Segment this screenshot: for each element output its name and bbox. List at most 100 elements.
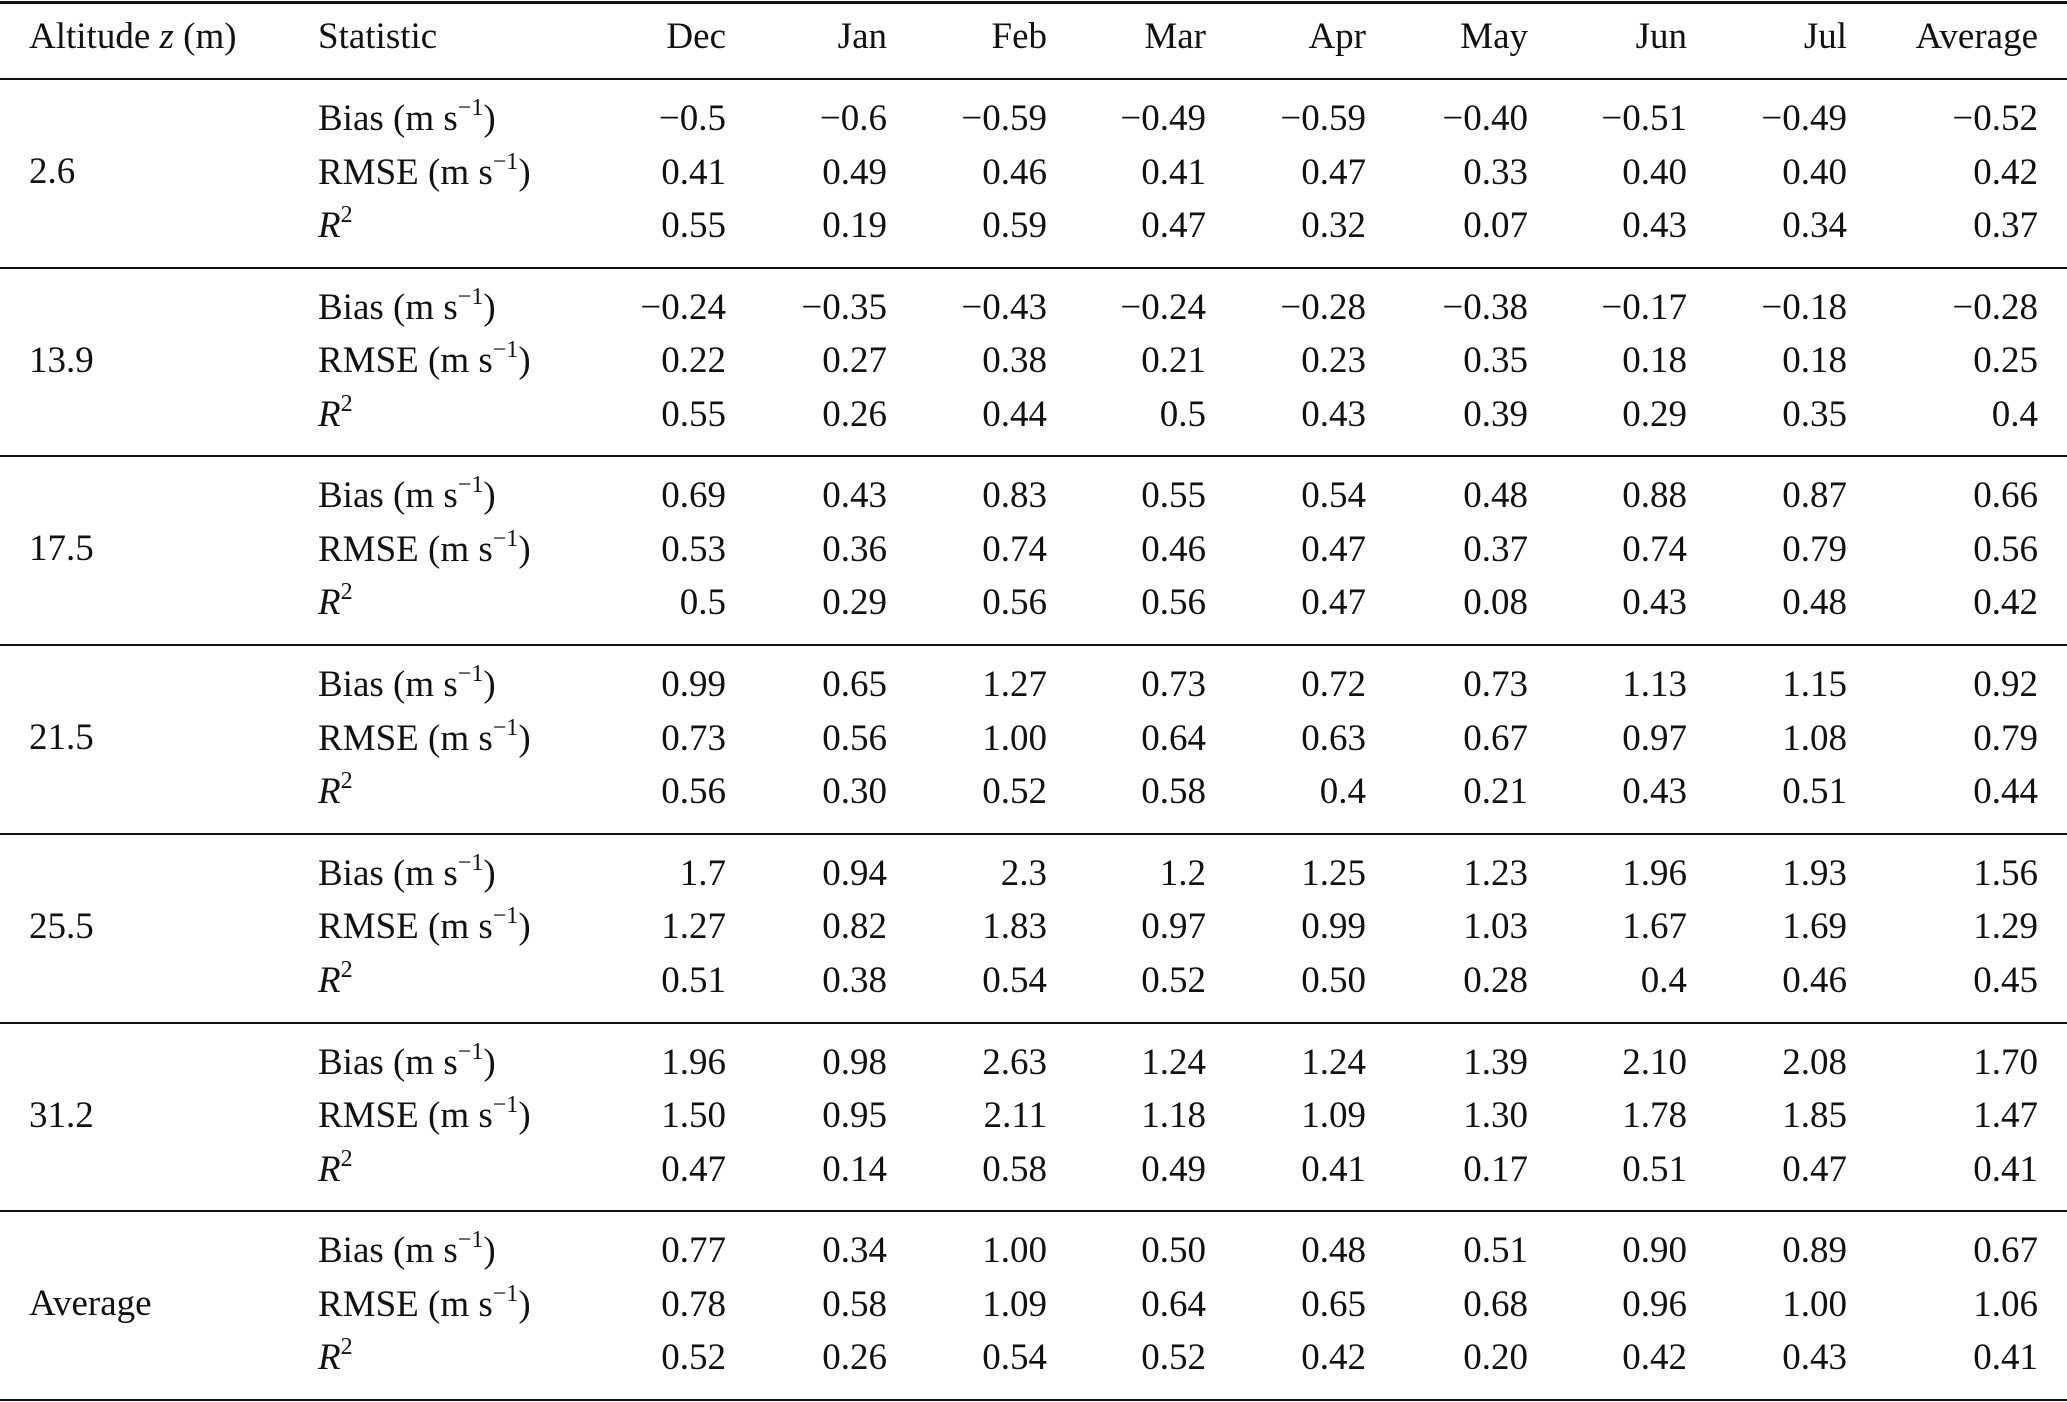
cell-value: 0.74 (982, 528, 1047, 570)
cell-value: 2.63 (982, 1041, 1047, 1083)
cell-value: 0.45 (1973, 959, 2038, 1001)
statistic-exponent: −1 (457, 1227, 484, 1254)
statistic-exponent: −1 (492, 148, 519, 175)
statistic-exponent: 2 (340, 768, 353, 795)
cell-value: 0.23 (1301, 340, 1366, 382)
cell-value: 0.56 (822, 717, 887, 759)
cell-value: 1.00 (1782, 1283, 1847, 1325)
altitude: 13.9 (29, 339, 94, 381)
cell-value: 0.96 (1622, 1283, 1687, 1325)
statistic-exponent: 2 (340, 1145, 353, 1172)
cell-value: 1.25 (1301, 852, 1366, 894)
cell-value: −0.59 (961, 98, 1047, 139)
cell-value: 1.24 (1301, 1041, 1366, 1083)
statistic-close: ) (518, 528, 531, 570)
cell-value: 0.37 (1463, 528, 1528, 570)
statistic-exponent: −1 (492, 1280, 519, 1307)
cell-value: 0.56 (1141, 582, 1206, 624)
cell-value: 0.4 (1319, 771, 1366, 813)
cell-value: 0.54 (1301, 475, 1366, 517)
header-column: Average (1915, 16, 2038, 57)
cell-value: −0.24 (1120, 286, 1206, 328)
statistic-label: Bias (m s (318, 98, 458, 139)
statistic-close: ) (518, 906, 531, 948)
header-column: Feb (991, 16, 1048, 57)
cell-value: 1.30 (1463, 1095, 1528, 1137)
statistic: Bias (m s−1) (318, 285, 496, 330)
cell-value: 0.34 (822, 1230, 887, 1272)
statistic-close: ) (518, 151, 531, 193)
statistic-label: RMSE (m s (318, 151, 493, 193)
statistic: R2 (318, 392, 353, 437)
cell-value: 0.56 (661, 771, 726, 813)
cell-value: 0.5 (1159, 393, 1206, 435)
statistic: R2 (318, 580, 353, 625)
statistic-label: Bias (m s (318, 1041, 458, 1083)
cell-value: 0.54 (982, 959, 1047, 1001)
altitude: 21.5 (29, 717, 94, 759)
cell-value: 0.52 (1141, 1337, 1206, 1379)
statistic-exponent: −1 (492, 337, 519, 364)
statistic: Bias (m s−1) (318, 662, 496, 707)
cell-value: 0.41 (1973, 1337, 2038, 1379)
statistic: Bias (m s−1) (318, 96, 496, 141)
cell-value: 0.22 (661, 340, 726, 382)
statistic: RMSE (m s−1) (318, 527, 531, 572)
header-variable: z (159, 16, 174, 57)
altitude: 31.2 (29, 1094, 94, 1136)
cell-value: 0.19 (822, 205, 887, 246)
cell-value: 0.29 (822, 582, 887, 624)
cell-value: 0.50 (1141, 1230, 1206, 1272)
cell-value: 0.18 (1622, 340, 1687, 382)
cell-value: 0.82 (822, 906, 887, 948)
cell-value: 0.55 (661, 205, 726, 246)
cell-value: −0.51 (1601, 98, 1687, 139)
cell-value: 0.41 (1301, 1148, 1366, 1190)
cell-value: 0.42 (1973, 151, 2038, 193)
cell-value: 0.55 (661, 393, 726, 435)
statistic: RMSE (m s−1) (318, 337, 531, 383)
cell-value: 0.79 (1782, 528, 1847, 570)
statistic-exponent: −1 (492, 903, 519, 930)
cell-value: 0.43 (1622, 205, 1687, 246)
statistic-label: RMSE (m s (318, 717, 493, 759)
cell-value: 0.40 (1622, 151, 1687, 193)
cell-value: 0.65 (1301, 1283, 1366, 1325)
cell-value: 0.34 (1782, 205, 1847, 246)
cell-value: −0.40 (1442, 98, 1528, 139)
cell-value: 2.08 (1782, 1041, 1847, 1083)
cell-value: 0.43 (1782, 1337, 1847, 1379)
altitude: 25.5 (29, 905, 94, 947)
statistic-exponent: −1 (457, 1038, 484, 1065)
cell-value: −0.5 (658, 98, 726, 139)
statistic-label: R (318, 959, 341, 1001)
cell-value: 0.48 (1301, 1230, 1366, 1272)
rule (0, 1, 2067, 4)
cell-value: 0.43 (1622, 582, 1687, 624)
cell-value: 0.66 (1973, 475, 2038, 517)
statistic-close: ) (518, 1283, 531, 1325)
cell-value: 1.69 (1782, 906, 1847, 948)
cell-value: 0.38 (822, 959, 887, 1001)
statistic-label: RMSE (m s (318, 528, 493, 570)
cell-value: 0.30 (822, 771, 887, 813)
cell-value: 0.37 (1973, 205, 2038, 246)
cell-value: 0.47 (1782, 1148, 1847, 1190)
cell-value: 0.36 (822, 528, 887, 570)
cell-value: 0.28 (1463, 959, 1528, 1001)
cell-value: 0.92 (1973, 664, 2038, 706)
cell-value: 0.46 (1141, 528, 1206, 570)
cell-value: −0.52 (1952, 98, 2038, 139)
statistic-exponent: 2 (340, 956, 353, 983)
statistic: R2 (318, 1145, 353, 1192)
cell-value: 0.4 (1640, 959, 1687, 1001)
cell-value: 0.68 (1463, 1283, 1528, 1325)
statistic: Bias (m s−1) (318, 1038, 496, 1085)
cell-value: 0.88 (1622, 475, 1687, 517)
cell-value: 1.09 (982, 1283, 1047, 1325)
cell-value: 1.7 (679, 852, 726, 894)
cell-value: −0.24 (640, 286, 726, 328)
cell-value: 0.58 (1141, 771, 1206, 813)
cell-value: 0.51 (661, 959, 726, 1001)
cell-value: 1.00 (982, 717, 1047, 759)
